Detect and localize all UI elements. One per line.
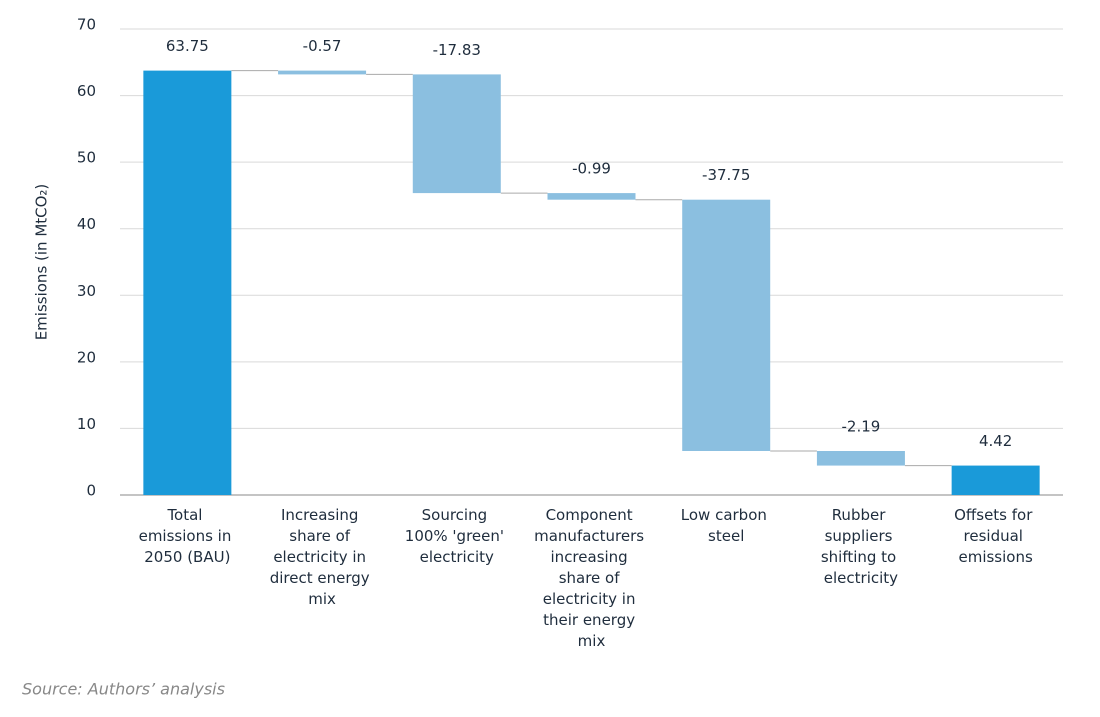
y-tick-label: 20 [77, 348, 96, 366]
y-tick-label: 0 [86, 482, 96, 500]
x-tick-label: Low carbon steel [681, 506, 772, 545]
value-label: -0.99 [572, 160, 611, 178]
value-label: 63.75 [166, 37, 209, 55]
x-tick-label: Increasing share of electricity in direc… [270, 506, 375, 608]
bar [412, 74, 501, 194]
value-label: 4.42 [979, 432, 1012, 450]
y-tick-label: 60 [77, 82, 96, 100]
bar [816, 450, 905, 466]
y-tick-label: 50 [77, 149, 96, 167]
bar [547, 193, 636, 200]
y-tick-label: 30 [77, 282, 96, 300]
y-tick-label: 40 [77, 215, 96, 233]
bar [951, 465, 1040, 495]
x-tick-label: Rubber suppliers shifting to electricity [821, 506, 901, 587]
x-tick-label: Offsets for residual emissions [954, 506, 1037, 566]
value-label: -17.83 [433, 41, 481, 59]
value-label: -2.19 [842, 417, 881, 435]
bar [143, 70, 232, 495]
value-label: -0.57 [303, 37, 342, 55]
y-axis-label: Emissions (in MtCO₂) [33, 184, 51, 341]
source: Source: Authors’ analysis [22, 680, 225, 699]
bar [278, 70, 367, 75]
value-label: -37.75 [702, 166, 750, 184]
y-tick-label: 10 [77, 415, 96, 433]
x-tick-label: Sourcing 100% 'green' electricity [405, 506, 509, 566]
bar [682, 199, 771, 451]
x-tick-label: Component manufacturers increasing share… [534, 506, 649, 650]
y-tick-label: 70 [77, 16, 96, 34]
x-tick-label: Total emissions in 2050 (BAU) [139, 506, 237, 566]
